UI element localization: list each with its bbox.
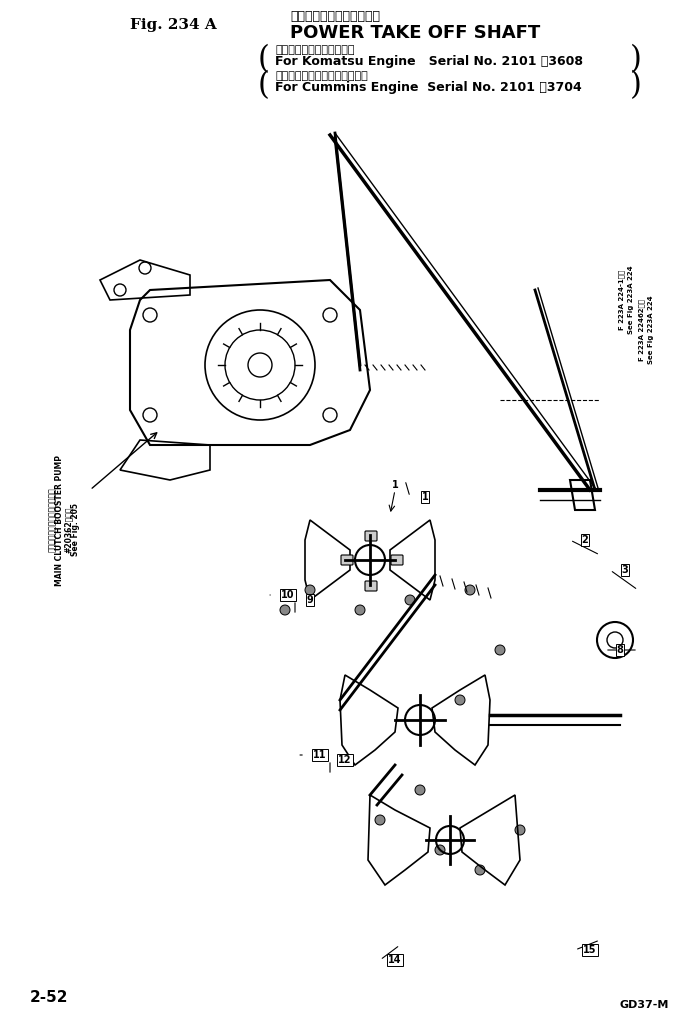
Text: (: ( <box>258 44 270 75</box>
Text: メインクラッチブースタポンプ: メインクラッチブースタポンプ <box>47 488 56 552</box>
Circle shape <box>415 785 425 795</box>
Text: 12: 12 <box>338 755 352 765</box>
Text: POWER TAKE OFF SHAFT: POWER TAKE OFF SHAFT <box>290 24 541 42</box>
Text: 8: 8 <box>617 644 624 655</box>
Circle shape <box>495 644 505 655</box>
Text: For Cummins Engine  Serial No. 2101 ～3704: For Cummins Engine Serial No. 2101 ～3704 <box>275 81 582 94</box>
FancyBboxPatch shape <box>365 581 377 591</box>
Text: 1: 1 <box>392 480 399 490</box>
FancyBboxPatch shape <box>391 555 403 565</box>
Text: 11: 11 <box>314 750 327 760</box>
FancyBboxPatch shape <box>341 555 353 565</box>
Circle shape <box>355 605 365 615</box>
Text: 9: 9 <box>307 595 314 605</box>
Circle shape <box>280 605 290 615</box>
Circle shape <box>515 825 525 835</box>
Text: MAIN CLUTCH BOOSTER PUMP: MAIN CLUTCH BOOSTER PUMP <box>56 454 64 585</box>
Text: 15: 15 <box>583 945 597 955</box>
Circle shape <box>455 695 465 705</box>
Text: 3: 3 <box>622 565 628 575</box>
Text: See Fig 223A 224: See Fig 223A 224 <box>628 266 634 335</box>
Circle shape <box>375 815 385 825</box>
Text: カミンズエンジン用　適用号機: カミンズエンジン用 適用号機 <box>275 70 368 81</box>
Text: F 223A 224-1以下: F 223A 224-1以下 <box>618 270 625 330</box>
Text: See Fig. 205: See Fig. 205 <box>71 503 80 557</box>
Text: (: ( <box>258 70 270 101</box>
Text: パワーテークオフシャフト: パワーテークオフシャフト <box>290 10 380 23</box>
Circle shape <box>465 585 475 595</box>
Text: ): ) <box>630 70 642 101</box>
Text: F 223A 22462以上: F 223A 22462以上 <box>638 299 645 361</box>
Text: Fig. 234 A: Fig. 234 A <box>130 18 217 32</box>
Text: 14: 14 <box>388 955 402 965</box>
Text: GD37-M: GD37-M <box>620 1000 670 1010</box>
Circle shape <box>405 595 415 605</box>
FancyBboxPatch shape <box>365 531 377 541</box>
Text: ): ) <box>630 44 642 75</box>
Text: 2-52: 2-52 <box>30 990 69 1005</box>
Text: 1: 1 <box>422 492 428 502</box>
Text: 10: 10 <box>281 590 295 601</box>
Text: 2: 2 <box>582 535 589 545</box>
Circle shape <box>305 585 315 595</box>
Text: For Komatsu Engine   Serial No. 2101 ～3608: For Komatsu Engine Serial No. 2101 ～3608 <box>275 55 583 68</box>
Text: 小松エンジン用　適用号機: 小松エンジン用 適用号機 <box>275 44 355 55</box>
Circle shape <box>435 845 445 855</box>
Text: #20362德以上: #20362德以上 <box>64 506 73 553</box>
Text: See Fig 223A 224: See Fig 223A 224 <box>648 296 654 364</box>
Circle shape <box>475 865 485 875</box>
